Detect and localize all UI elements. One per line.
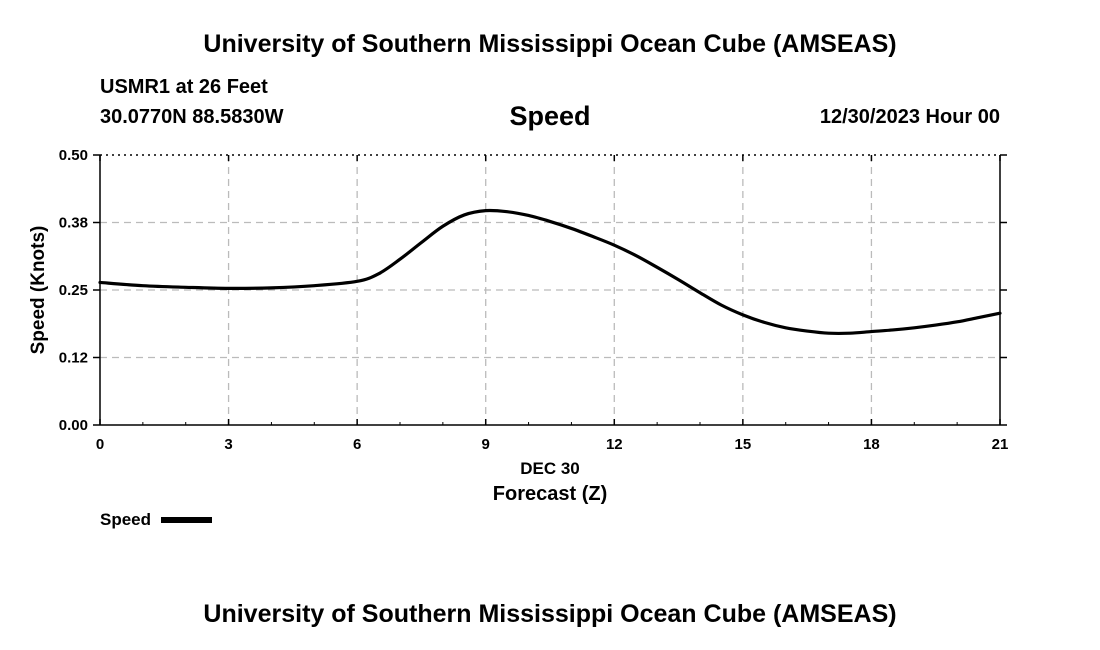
x-tick-label: 21 [992, 436, 1009, 453]
x-tick-label: 6 [353, 436, 361, 453]
y-tick-label: 0.50 [59, 147, 88, 164]
y-tick-label: 0.38 [59, 215, 88, 232]
parameter-title: Speed [509, 101, 591, 131]
x-axis-label: Forecast (Z) [493, 483, 607, 505]
y-tick-label: 0.25 [59, 282, 88, 299]
station-coordinates: 30.0770N 88.5830W [100, 106, 284, 128]
series-group [98, 208, 1002, 336]
series-line-speed [98, 208, 1002, 336]
legend-label: Speed [100, 510, 151, 529]
y-axis-label: Speed (Knots) [28, 226, 49, 355]
chart-main-title: University of Southern Mississippi Ocean… [203, 30, 897, 58]
forecast-date-hour: 12/30/2023 Hour 00 [819, 106, 1000, 128]
x-tick-label: 3 [224, 436, 232, 453]
footer-title: University of Southern Mississippi Ocean… [203, 600, 897, 628]
y-tick-label: 0.12 [59, 350, 88, 367]
axis-labels: DEC 30 Forecast (Z) Speed (Knots) [28, 226, 607, 505]
x-tick-label: 12 [606, 436, 623, 453]
x-axis-sublabel: DEC 30 [520, 459, 580, 478]
station-label: USMR1 at 26 Feet [100, 76, 268, 98]
axes: 0 3 6 9 12 15 18 21 0.00 0.12 0.25 0.38 0.50 [59, 147, 1009, 453]
legend: Speed [100, 510, 212, 529]
x-tick-label: 0 [96, 436, 104, 453]
x-tick-label: 9 [482, 436, 490, 453]
x-tick-label: 18 [863, 436, 880, 453]
x-tick-label: 15 [735, 436, 752, 453]
y-tick-label: 0.00 [59, 417, 88, 434]
